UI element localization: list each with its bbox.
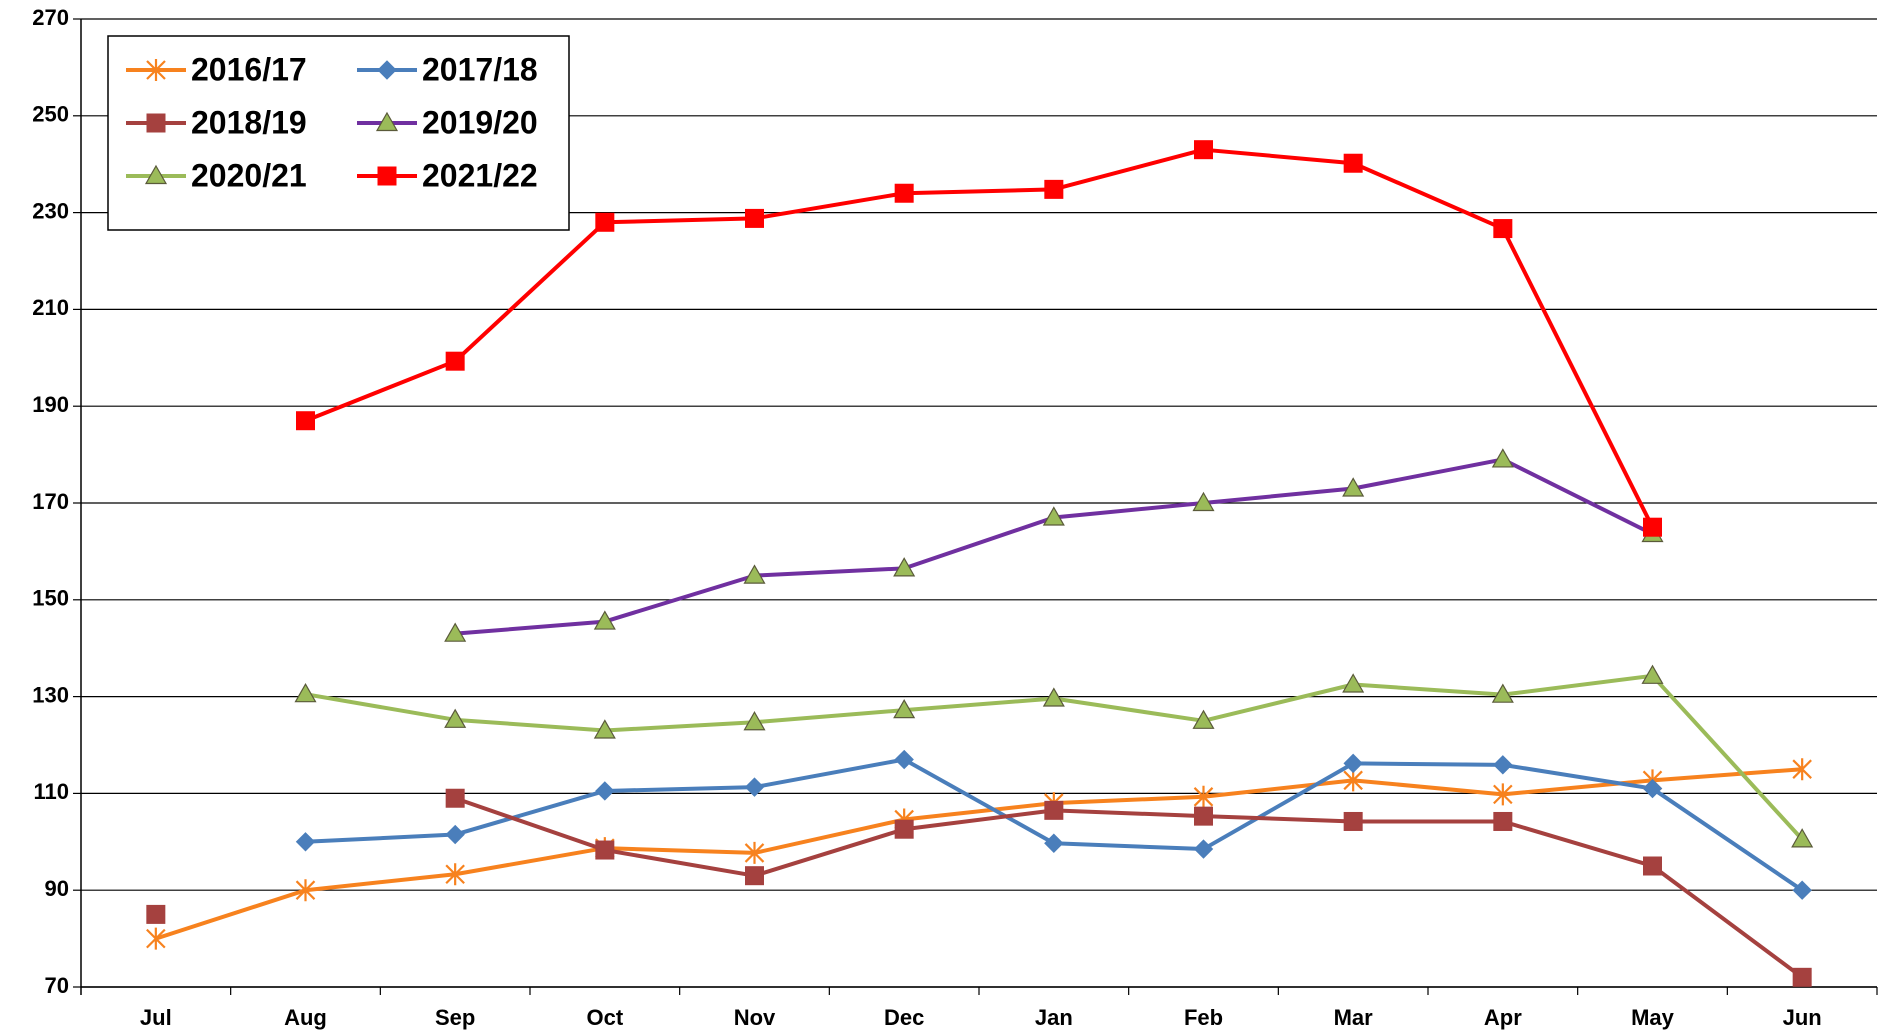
y-tick-label: 270 xyxy=(32,5,69,30)
y-tick-label: 110 xyxy=(34,779,70,804)
x-tick-label: Jan xyxy=(1035,1005,1073,1030)
legend-label: 2019/20 xyxy=(422,104,538,140)
point xyxy=(745,208,764,228)
y-tick-label: 150 xyxy=(32,586,69,611)
point xyxy=(1493,755,1513,775)
point xyxy=(1643,517,1662,537)
point xyxy=(595,212,615,232)
point xyxy=(445,351,465,371)
x-tick-label: Jul xyxy=(140,1005,172,1030)
point xyxy=(1042,506,1065,526)
point xyxy=(893,698,916,719)
x-tick-label: May xyxy=(1631,1005,1675,1030)
point xyxy=(1493,219,1513,239)
point xyxy=(1193,839,1214,859)
point xyxy=(745,866,764,886)
x-tick-label: Mar xyxy=(1334,1005,1374,1030)
point xyxy=(595,781,615,801)
point xyxy=(743,711,766,731)
legend-marker xyxy=(144,164,168,185)
y-tick-label: 230 xyxy=(32,198,69,223)
point xyxy=(1042,687,1065,707)
point xyxy=(744,841,765,864)
x-tick-label: Feb xyxy=(1184,1005,1223,1030)
point xyxy=(1792,880,1812,900)
point xyxy=(595,840,615,860)
y-tick-label: 210 xyxy=(32,295,69,320)
legend-marker xyxy=(146,113,166,133)
legend-marker xyxy=(377,166,397,186)
y-tick-label: 250 xyxy=(32,102,69,127)
point xyxy=(445,863,465,886)
point xyxy=(1192,491,1215,512)
point xyxy=(593,610,616,630)
point xyxy=(1192,709,1215,729)
point xyxy=(1343,153,1363,173)
legend-label: 2016/17 xyxy=(191,51,307,87)
point xyxy=(296,411,315,431)
point xyxy=(1044,800,1064,820)
x-tick-label: Aug xyxy=(284,1005,327,1030)
x-tick-label: Dec xyxy=(884,1005,924,1030)
point xyxy=(146,927,166,950)
legend-label: 2021/22 xyxy=(422,157,538,193)
y-tick-label: 190 xyxy=(32,392,69,417)
point xyxy=(444,622,467,642)
y-tick-label: 90 xyxy=(45,876,69,901)
legend-label: 2020/21 xyxy=(191,157,307,193)
point xyxy=(1044,179,1064,199)
point xyxy=(1792,758,1812,781)
point xyxy=(894,183,914,203)
point xyxy=(295,832,316,852)
x-tick-label: Sep xyxy=(435,1005,475,1030)
series-line xyxy=(455,457,1654,636)
point xyxy=(1194,806,1213,826)
x-tick-label: Jun xyxy=(1783,1005,1822,1030)
point xyxy=(894,749,914,770)
y-tick-label: 70 xyxy=(45,973,69,998)
series-line xyxy=(304,147,1655,529)
y-tick-label: 130 xyxy=(32,682,69,707)
point xyxy=(146,904,166,924)
y-tick-label: 170 xyxy=(32,489,69,514)
legend-label: 2017/18 xyxy=(422,51,538,87)
point xyxy=(1491,683,1514,703)
legend-marker xyxy=(375,111,399,132)
point xyxy=(1194,140,1213,160)
point xyxy=(444,708,467,728)
legend-marker xyxy=(377,60,397,80)
series-line xyxy=(454,796,1804,979)
point xyxy=(1641,664,1664,684)
legend-marker xyxy=(146,59,166,81)
legend: 2016/17 2017/18 2018/19 2019/20 2020/21 2021/… xyxy=(107,35,570,231)
point xyxy=(1493,811,1513,831)
point xyxy=(1342,477,1365,497)
point xyxy=(1193,785,1214,808)
point xyxy=(445,824,465,845)
point xyxy=(894,819,914,839)
point xyxy=(1792,967,1812,987)
point xyxy=(893,557,916,577)
x-tick-label: Apr xyxy=(1484,1005,1522,1030)
point xyxy=(295,879,316,902)
legend-label: 2018/19 xyxy=(191,104,307,140)
point xyxy=(1343,753,1363,774)
point xyxy=(1491,448,1514,468)
point xyxy=(1493,783,1513,806)
point xyxy=(1791,828,1814,848)
point xyxy=(1643,856,1662,876)
point xyxy=(1044,833,1064,853)
point xyxy=(1342,673,1365,693)
point xyxy=(1642,778,1663,799)
x-tick-label: Nov xyxy=(734,1005,776,1030)
point xyxy=(294,682,317,703)
point xyxy=(1343,811,1363,831)
point xyxy=(593,719,616,739)
point xyxy=(445,788,465,808)
point xyxy=(744,777,765,797)
x-tick-label: Oct xyxy=(586,1005,623,1030)
point xyxy=(743,564,766,584)
series-line xyxy=(155,767,1803,941)
